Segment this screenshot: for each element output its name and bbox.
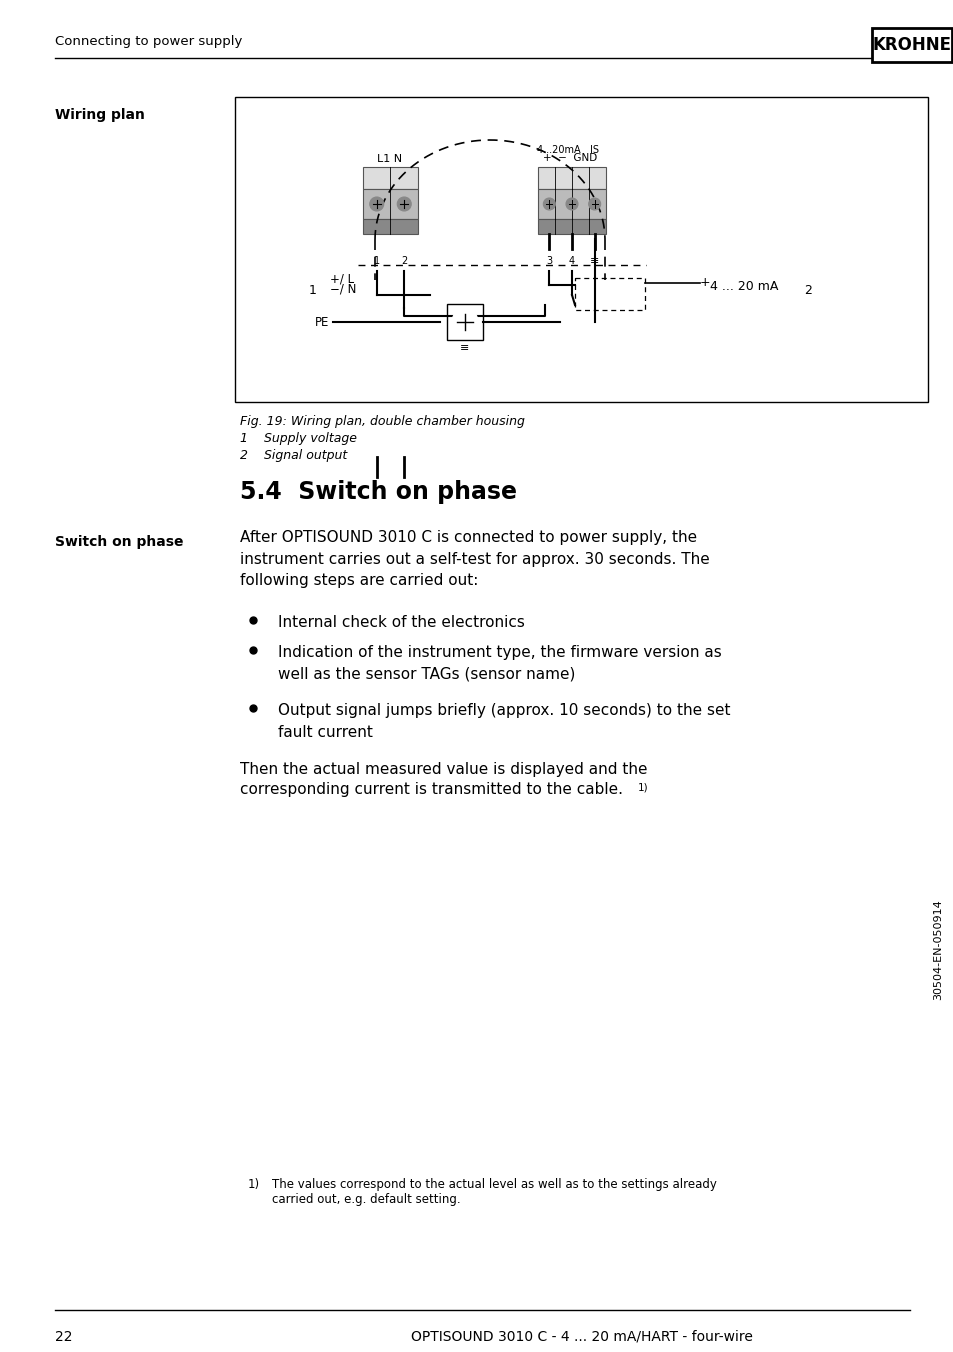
Text: 5.4  Switch on phase: 5.4 Switch on phase — [240, 480, 517, 504]
Text: Connecting to power supply: Connecting to power supply — [55, 35, 242, 49]
Circle shape — [565, 197, 578, 210]
Text: 1): 1) — [638, 781, 648, 792]
Bar — [447, 304, 482, 339]
Text: ≡: ≡ — [460, 343, 469, 353]
Text: KROHNE: KROHNE — [872, 37, 950, 54]
Text: carried out, e.g. default setting.: carried out, e.g. default setting. — [272, 1192, 460, 1206]
Text: L1 N: L1 N — [377, 154, 402, 164]
Bar — [363, 189, 417, 219]
Text: 4...20mA   IS: 4...20mA IS — [537, 145, 598, 155]
Text: 1): 1) — [248, 1178, 260, 1191]
Text: Switch on phase: Switch on phase — [55, 535, 183, 549]
Text: Fig. 19: Wiring plan, double chamber housing: Fig. 19: Wiring plan, double chamber hou… — [240, 415, 524, 429]
Circle shape — [299, 277, 326, 303]
Text: 30504-EN-050914: 30504-EN-050914 — [932, 899, 942, 1000]
Text: 1: 1 — [309, 284, 316, 296]
Circle shape — [370, 197, 383, 211]
Text: The values correspond to the actual level as well as to the settings already: The values correspond to the actual leve… — [272, 1178, 716, 1191]
Text: 4 ... 20 mA: 4 ... 20 mA — [709, 280, 778, 292]
Circle shape — [794, 279, 821, 304]
Text: 4: 4 — [568, 256, 575, 266]
Bar — [537, 189, 605, 219]
Circle shape — [452, 310, 477, 335]
Bar — [234, 97, 927, 402]
Circle shape — [396, 197, 411, 211]
Text: Internal check of the electronics: Internal check of the electronics — [277, 615, 524, 630]
Text: OPTISOUND 3010 C - 4 ... 20 mA/HART - four-wire: OPTISOUND 3010 C - 4 ... 20 mA/HART - fo… — [411, 1330, 752, 1344]
Text: ≡: ≡ — [589, 256, 598, 266]
Text: 3: 3 — [546, 256, 552, 266]
Text: Then the actual measured value is displayed and the: Then the actual measured value is displa… — [240, 763, 647, 777]
Text: 1: 1 — [374, 256, 379, 266]
Circle shape — [543, 197, 555, 210]
Bar — [871, 28, 951, 62]
Text: Wiring plan: Wiring plan — [55, 108, 145, 122]
Text: 2: 2 — [400, 256, 407, 266]
Text: +/ L: +/ L — [330, 273, 354, 287]
Text: 1    Supply voltage: 1 Supply voltage — [240, 433, 356, 445]
Text: −/ N: −/ N — [330, 283, 356, 296]
Text: Output signal jumps briefly (approx. 10 seconds) to the set
fault current: Output signal jumps briefly (approx. 10 … — [277, 703, 730, 740]
Bar — [363, 168, 417, 189]
Text: +  −  GND: + − GND — [542, 153, 597, 164]
Text: 22: 22 — [55, 1330, 72, 1344]
Text: corresponding current is transmitted to the cable.: corresponding current is transmitted to … — [240, 781, 622, 796]
Text: PE: PE — [314, 315, 329, 329]
Text: Indication of the instrument type, the firmware version as
well as the sensor TA: Indication of the instrument type, the f… — [277, 645, 721, 681]
Text: +: + — [700, 277, 710, 289]
Text: 2    Signal output: 2 Signal output — [240, 449, 347, 462]
Circle shape — [588, 197, 600, 210]
Bar — [537, 168, 605, 189]
Text: After OPTISOUND 3010 C is connected to power supply, the
instrument carries out : After OPTISOUND 3010 C is connected to p… — [240, 530, 709, 588]
Bar — [537, 219, 605, 234]
Text: 2: 2 — [803, 284, 811, 297]
Bar — [363, 219, 417, 234]
